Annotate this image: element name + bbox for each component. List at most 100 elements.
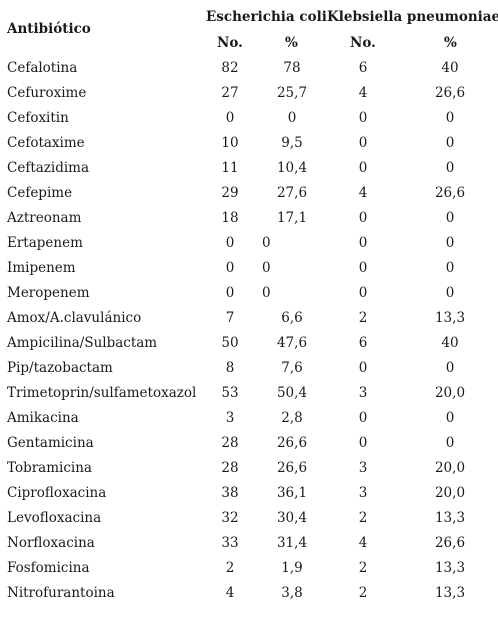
cell-kleb-no: 2 [358, 585, 368, 601]
header-escherichia-coli: Escherichia coli [206, 9, 327, 25]
cell-kleb-pct: 13,3 [434, 560, 466, 576]
cell-ecoli-pct: 7,6 [281, 360, 303, 376]
cell-ecoli-no: 28 [221, 435, 239, 451]
cell-ecoli-pct: 9,5 [281, 135, 303, 151]
cell-antibiotic: Meropenem [7, 285, 90, 301]
cell-ecoli-no: 0 [225, 235, 235, 251]
cell-kleb-pct: 26,6 [434, 85, 466, 101]
cell-antibiotic: Aztreonam [7, 210, 82, 226]
cell-antibiotic: Ampicilina/Sulbactam [7, 335, 158, 351]
cell-kleb-pct: 0 [445, 285, 455, 301]
cell-ecoli-no: 50 [221, 335, 239, 351]
cell-kleb-no: 6 [358, 335, 368, 351]
cell-antibiotic: Cefotaxime [7, 135, 85, 151]
cell-ecoli-no: 0 [225, 285, 235, 301]
cell-ecoli-pct: 6,6 [281, 310, 303, 326]
cell-kleb-no: 0 [358, 160, 368, 176]
cell-kleb-pct: 0 [445, 210, 455, 226]
cell-ecoli-pct: 26,6 [276, 435, 308, 451]
cell-ecoli-pct: 47,6 [276, 335, 308, 351]
cell-kleb-pct: 0 [445, 360, 455, 376]
header-kleb-pct: % [444, 35, 457, 51]
cell-kleb-pct: 13,3 [434, 310, 466, 326]
cell-kleb-no: 0 [358, 135, 368, 151]
cell-ecoli-pct: 0 [262, 235, 271, 251]
cell-kleb-pct: 0 [445, 110, 455, 126]
cell-ecoli-no: 28 [221, 460, 239, 476]
cell-kleb-pct: 0 [445, 260, 455, 276]
cell-ecoli-pct: 3,8 [281, 585, 303, 601]
cell-ecoli-no: 29 [221, 185, 239, 201]
cell-ecoli-no: 8 [225, 360, 235, 376]
cell-kleb-no: 2 [358, 510, 368, 526]
cell-kleb-no: 4 [358, 535, 368, 551]
cell-ecoli-no: 0 [225, 260, 235, 276]
cell-kleb-no: 3 [358, 485, 368, 501]
cell-kleb-no: 0 [358, 360, 368, 376]
cell-ecoli-no: 11 [221, 160, 239, 176]
cell-ecoli-no: 27 [221, 85, 239, 101]
cell-kleb-pct: 0 [445, 160, 455, 176]
header-ecoli-no: No. [217, 35, 243, 51]
cell-ecoli-pct: 17,1 [276, 210, 308, 226]
cell-antibiotic: Ciprofloxacina [7, 485, 107, 501]
cell-ecoli-no: 0 [225, 110, 235, 126]
cell-antibiotic: Cefuroxime [7, 85, 87, 101]
cell-kleb-no: 0 [358, 210, 368, 226]
header-klebsiella-pneumoniae: Klebsiella pneumoniae [327, 9, 498, 25]
cell-antibiotic: Tobramicina [7, 460, 92, 476]
cell-kleb-pct: 26,6 [434, 185, 466, 201]
cell-kleb-pct: 0 [445, 235, 455, 251]
cell-kleb-no: 0 [358, 410, 368, 426]
cell-ecoli-pct: 36,1 [276, 485, 308, 501]
cell-kleb-no: 0 [358, 435, 368, 451]
cell-kleb-no: 0 [358, 260, 368, 276]
cell-ecoli-pct: 0 [262, 260, 271, 276]
cell-ecoli-no: 10 [221, 135, 239, 151]
cell-antibiotic: Pip/tazobactam [7, 360, 113, 376]
cell-ecoli-pct: 25,7 [276, 85, 308, 101]
cell-ecoli-pct: 0 [262, 285, 271, 301]
cell-kleb-pct: 26,6 [434, 535, 466, 551]
cell-kleb-no: 0 [358, 110, 368, 126]
cell-ecoli-no: 53 [221, 385, 239, 401]
cell-kleb-pct: 13,3 [434, 510, 466, 526]
cell-ecoli-pct: 1,9 [281, 560, 303, 576]
cell-antibiotic: Norfloxacina [7, 535, 95, 551]
cell-ecoli-no: 3 [225, 410, 235, 426]
cell-kleb-no: 2 [358, 560, 368, 576]
cell-ecoli-pct: 10,4 [276, 160, 308, 176]
cell-kleb-pct: 0 [445, 410, 455, 426]
cell-ecoli-no: 38 [221, 485, 239, 501]
cell-ecoli-pct: 78 [283, 60, 301, 76]
cell-kleb-pct: 40 [441, 60, 459, 76]
cell-kleb-no: 0 [358, 285, 368, 301]
cell-ecoli-pct: 26,6 [276, 460, 308, 476]
cell-kleb-pct: 20,0 [434, 485, 466, 501]
cell-kleb-pct: 20,0 [434, 460, 466, 476]
cell-kleb-pct: 0 [445, 435, 455, 451]
cell-antibiotic: Imipenem [7, 260, 76, 276]
header-antibiotic: Antibiótico [7, 21, 91, 37]
cell-antibiotic: Fosfomicina [7, 560, 90, 576]
cell-ecoli-no: 18 [221, 210, 239, 226]
cell-ecoli-no: 7 [225, 310, 235, 326]
cell-ecoli-no: 32 [221, 510, 239, 526]
cell-ecoli-no: 2 [225, 560, 235, 576]
cell-antibiotic: Amox/A.clavulánico [7, 310, 142, 326]
cell-antibiotic: Ertapenem [7, 235, 83, 251]
header-kleb-no: No. [350, 35, 376, 51]
cell-kleb-pct: 40 [441, 335, 459, 351]
cell-ecoli-no: 4 [225, 585, 235, 601]
cell-antibiotic: Nitrofurantoina [7, 585, 115, 601]
header-ecoli-pct: % [285, 35, 298, 51]
cell-ecoli-pct: 2,8 [281, 410, 303, 426]
cell-kleb-pct: 20,0 [434, 385, 466, 401]
cell-kleb-no: 2 [358, 310, 368, 326]
cell-kleb-no: 3 [358, 385, 368, 401]
cell-antibiotic: Gentamicina [7, 435, 94, 451]
cell-ecoli-pct: 30,4 [276, 510, 308, 526]
cell-kleb-no: 4 [358, 85, 368, 101]
cell-kleb-no: 6 [358, 60, 368, 76]
